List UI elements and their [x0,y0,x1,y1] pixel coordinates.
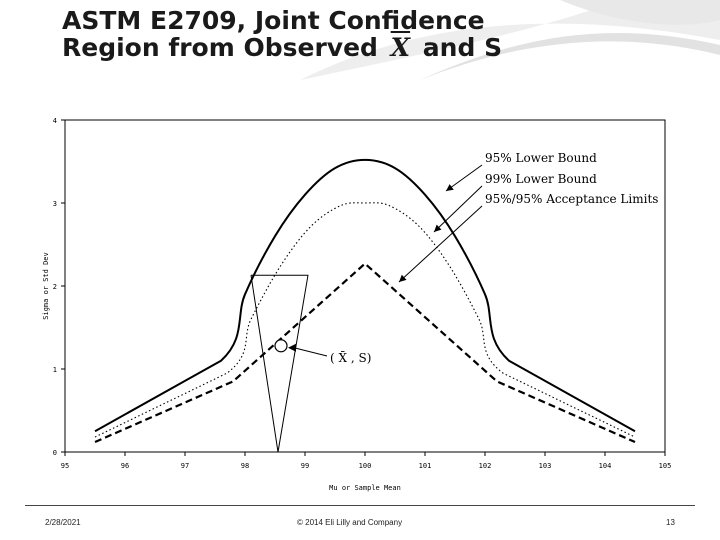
footer-page-number: 13 [666,518,675,527]
legend-arrow-1 [433,185,483,233]
legend-label-0: 95% Lower Bound [485,151,597,165]
title-line-1: ASTM E2709, Joint Confidence [62,6,485,35]
title-line-2-end: and S [422,33,503,62]
title-line-2: Region from Observed [62,33,378,62]
header-wave-decoration [300,0,720,80]
observed-point-label: ( X̄ , S) [330,350,371,365]
observed-point-arrowhead [288,343,296,352]
observed-point-marker [274,339,288,353]
series-line-1 [94,202,636,438]
series-line-3 [250,274,309,453]
plot-frame [64,119,666,453]
series-line-2 [94,262,636,444]
slide-title: ASTM E2709, Joint Confidence Region from… [62,7,622,61]
observed-point-arrow [293,347,328,357]
legend-arrowhead-2 [399,274,407,282]
x-tick-label: 96 [121,462,129,470]
x-tick-label: 95 [61,462,69,470]
x-tick-label: 102 [479,462,492,470]
legend-label-2: 95%/95% Acceptance Limits [485,192,658,206]
legend-label-1: 99% Lower Bound [485,172,597,186]
x-tick-label: 99 [301,462,309,470]
y-tick-label: 4 [53,117,57,125]
legend-arrow-2 [398,205,483,283]
legend-arrowhead-1 [434,224,442,232]
x-tick-label: 103 [539,462,552,470]
legend-arrow-0 [445,164,483,192]
x-tick-label: 97 [181,462,189,470]
x-tick-label: 104 [599,462,612,470]
footer-rule [25,505,695,506]
y-axis-label: Sigma or Std Dev [42,252,50,319]
x-tick-label: 98 [241,462,249,470]
footer-copyright: © 2014 Eli Lilly and Company [297,518,403,527]
y-tick-label: 2 [53,283,57,291]
y-tick-label: 3 [53,200,57,208]
x-tick-label: 105 [659,462,672,470]
x-axis-label: Mu or Sample Mean [329,484,401,492]
y-tick-label: 0 [53,449,57,457]
y-tick-label: 1 [53,366,57,374]
title-xbar-symbol: X [390,33,411,62]
legend-arrowhead-0 [446,184,454,191]
footer-date: 2/28/2021 [45,518,81,527]
x-tick-label: 101 [419,462,432,470]
x-tick-label: 100 [359,462,372,470]
series-line-0 [94,158,636,433]
